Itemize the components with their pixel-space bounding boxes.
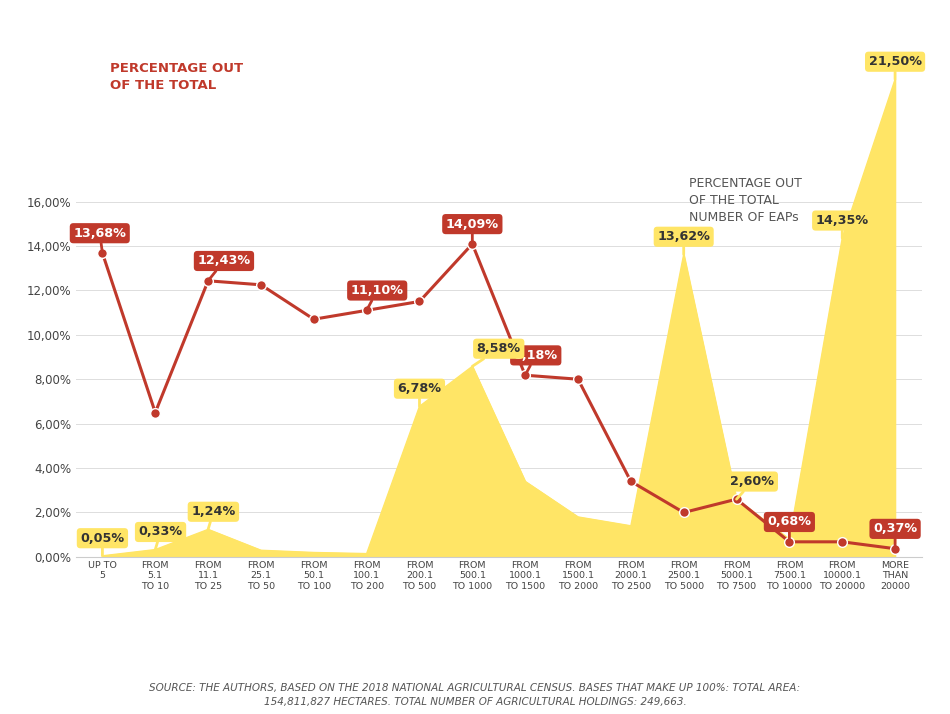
Text: 1,24%: 1,24%: [191, 506, 236, 529]
Text: 11,10%: 11,10%: [351, 284, 404, 311]
Text: 2,60%: 2,60%: [731, 475, 774, 499]
Text: PERCENTAGE OUT
OF THE TOTAL
NUMBER OF EAPs: PERCENTAGE OUT OF THE TOTAL NUMBER OF EA…: [689, 177, 802, 224]
Text: 0,05%: 0,05%: [81, 532, 124, 555]
Text: 14,35%: 14,35%: [816, 214, 869, 238]
Text: 0,33%: 0,33%: [139, 526, 182, 550]
Text: 8,58%: 8,58%: [472, 342, 521, 366]
Text: PERCENTAGE OUT
OF THE TOTAL: PERCENTAGE OUT OF THE TOTAL: [110, 62, 243, 92]
Text: 6,78%: 6,78%: [397, 382, 442, 406]
Text: 13,62%: 13,62%: [657, 231, 711, 254]
Text: 8,18%: 8,18%: [514, 349, 558, 376]
Text: 13,68%: 13,68%: [73, 227, 126, 253]
Text: 21,50%: 21,50%: [868, 55, 922, 79]
Text: 0,68%: 0,68%: [768, 516, 811, 542]
Text: SOURCE: THE AUTHORS, BASED ON THE 2018 NATIONAL AGRICULTURAL CENSUS. BASES THAT : SOURCE: THE AUTHORS, BASED ON THE 2018 N…: [149, 683, 801, 707]
Text: 12,43%: 12,43%: [198, 254, 251, 281]
Text: 0,37%: 0,37%: [873, 523, 917, 548]
Text: 14,09%: 14,09%: [446, 218, 499, 244]
